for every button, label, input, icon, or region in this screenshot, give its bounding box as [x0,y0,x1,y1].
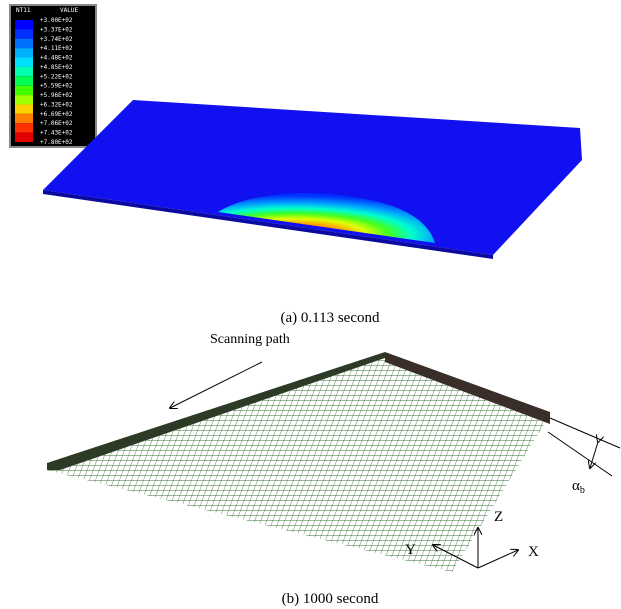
legend-subheader: VALUE [60,7,78,14]
legend-swatch [15,95,33,104]
legend-swatch [15,133,33,142]
legend-header: NT11 [16,7,31,14]
legend-swatch [15,67,33,76]
legend-swatch [15,39,33,48]
legend-label: +3.00E+02 [40,17,73,24]
y-label: Y [405,542,416,558]
legend-label: +6.32E+02 [40,101,73,108]
angle-line [550,418,620,448]
caption: (a) 0.113 second [281,310,380,326]
caption: (b) 1000 second [282,591,379,607]
legend-swatch [15,58,33,67]
legend-label: +5.22E+02 [40,73,73,80]
legend-label: +5.96E+02 [40,92,73,99]
legend-swatch [15,20,33,29]
legend-label: +5.59E+02 [40,83,73,90]
legend-label: +4.11E+02 [40,45,73,52]
legend: NT11 VALUE +3.00E+02 +3.37E+02 +3.74E+02 +4… [10,5,96,147]
legend-swatch [15,104,33,113]
angle-symbol: α [572,478,580,494]
angle-line [548,432,612,476]
legend-swatch [15,86,33,95]
legend-label: +7.06E+02 [40,120,73,127]
legend-swatch [15,29,33,38]
legend-label: +6.69E+02 [40,111,73,118]
legend-label: +4.48E+02 [40,55,73,62]
legend-label: +4.85E+02 [40,64,73,71]
z-label: Z [494,509,503,525]
legend-label: +7.43E+02 [40,130,73,137]
scan-label: Scanning path [210,332,290,347]
legend-label: +3.74E+02 [40,36,73,43]
legend-label: +7.80E+02 [40,139,73,146]
legend-swatch [15,76,33,85]
legend-swatch [15,114,33,123]
x-axis [478,550,518,568]
x-label: X [528,544,539,560]
figure: NT11 VALUE +3.00E+02 +3.37E+02 +3.74E+02 +4… [0,0,621,609]
legend-swatch [15,48,33,57]
angle-label: αb [572,478,585,496]
legend-swatch [15,123,33,132]
legend-label: +3.37E+02 [40,26,73,33]
angle-subscript: b [580,485,585,496]
